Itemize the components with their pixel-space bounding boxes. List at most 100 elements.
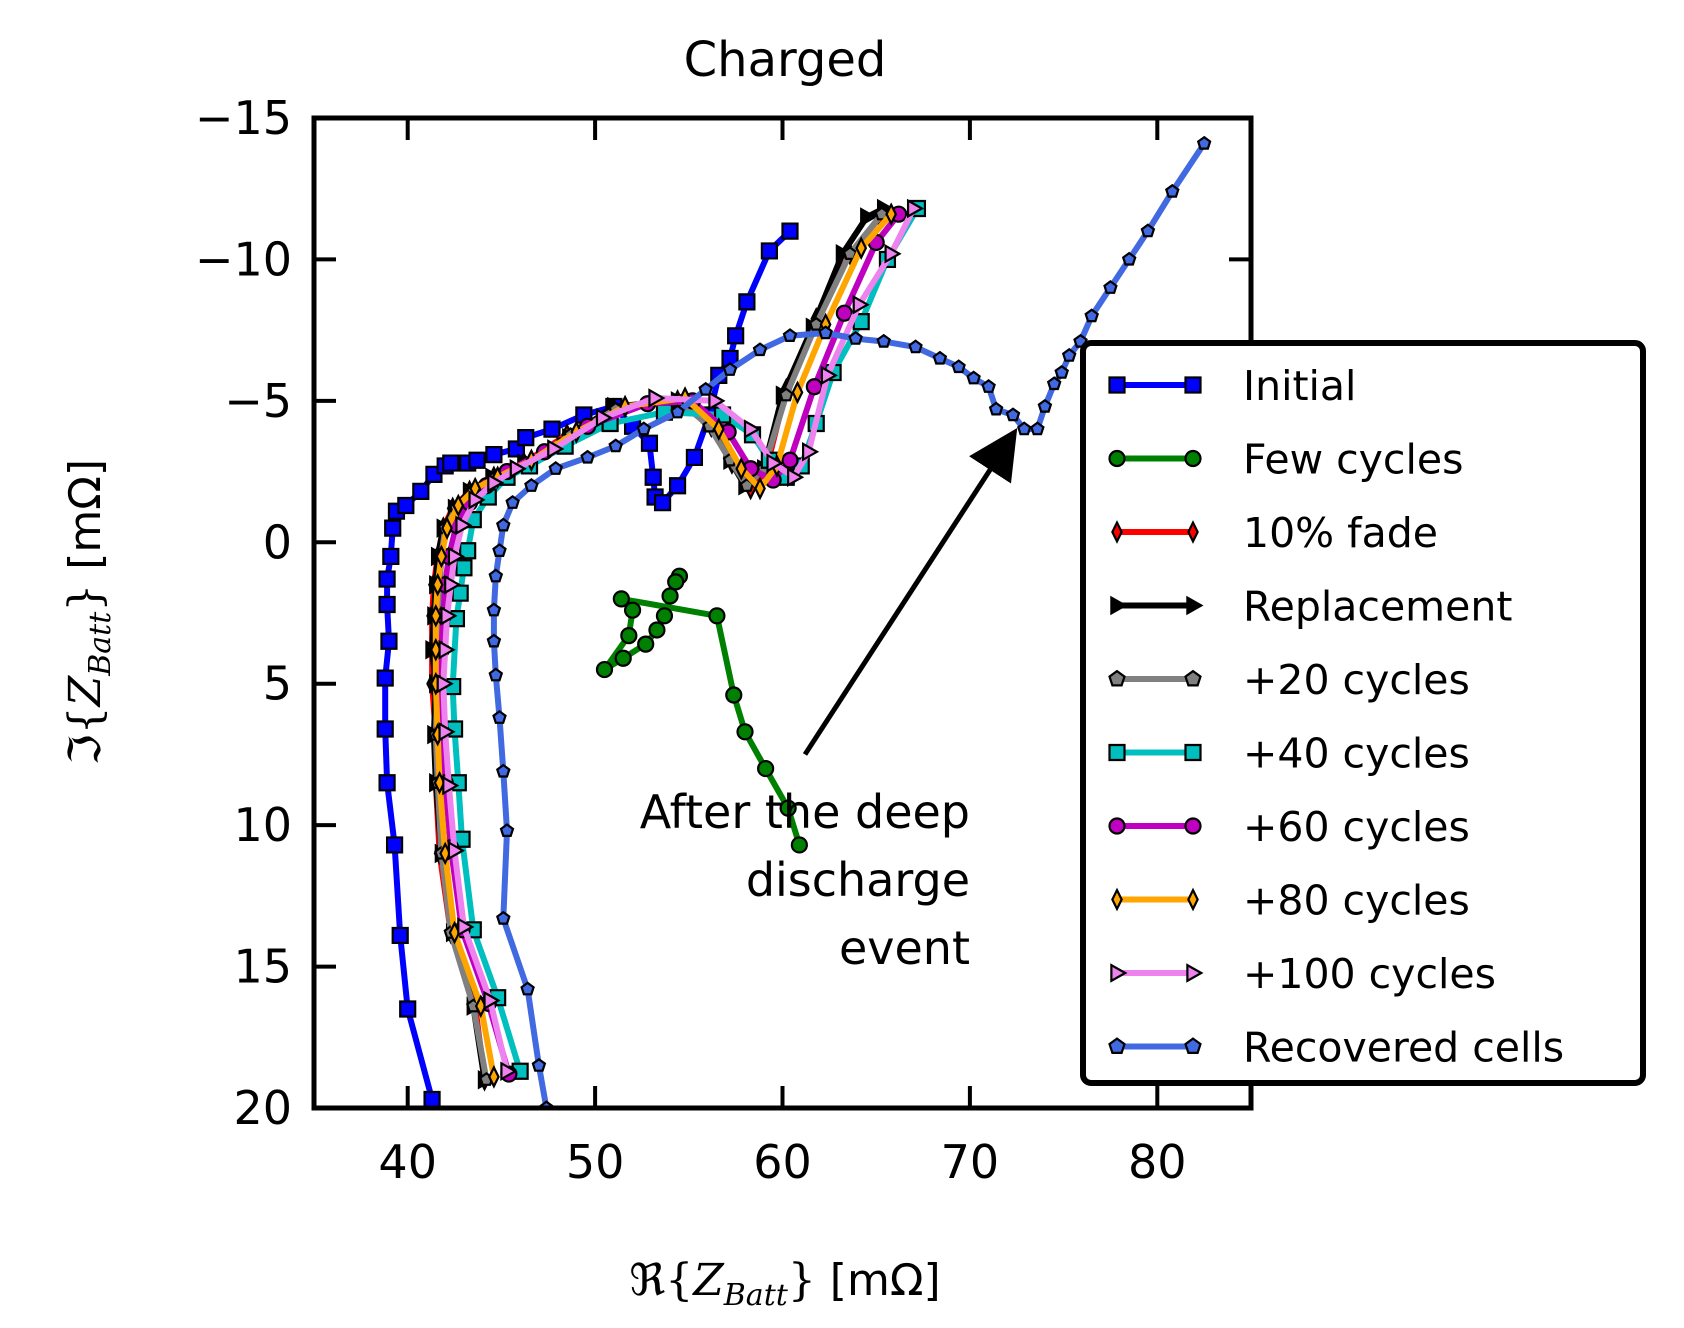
- data-point: [835, 304, 853, 322]
- data-point: [440, 606, 458, 626]
- annotation-arrow: [802, 427, 1018, 756]
- data-point: [653, 494, 672, 512]
- data-point: [382, 547, 400, 566]
- series-line: [432, 212, 894, 1078]
- data-point: [648, 388, 666, 408]
- legend-item: 10% fade: [1111, 509, 1438, 557]
- legend-marker: [1108, 743, 1126, 762]
- data-point: [457, 917, 475, 937]
- legend-marker: [1184, 449, 1202, 468]
- data-point: [451, 584, 469, 602]
- data-point: [736, 723, 754, 741]
- y-tick-label: −5: [224, 374, 292, 428]
- series--60-cycles: [430, 205, 908, 1083]
- data-point: [385, 836, 404, 854]
- data-point: [988, 401, 1004, 416]
- data-point: [1037, 398, 1053, 413]
- x-tick-label: 80: [1128, 1135, 1187, 1189]
- legend-marker: [1110, 963, 1128, 983]
- x-axis-label-prefix: ℜ: [629, 1255, 665, 1306]
- data-point: [531, 1057, 547, 1072]
- data-point: [455, 559, 473, 577]
- data-point: [487, 473, 505, 493]
- y-axis-label: ℑ{ZBatt} [mΩ]: [60, 459, 118, 765]
- legend-marker: [1184, 376, 1202, 394]
- data-point: [790, 836, 808, 854]
- data-point: [670, 404, 685, 419]
- legend-marker: [1187, 520, 1199, 544]
- data-point: [805, 378, 823, 396]
- legend-marker: [1111, 520, 1123, 544]
- data-point: [640, 434, 659, 452]
- data-point: [485, 446, 503, 464]
- data-point: [435, 544, 448, 569]
- data-point: [595, 661, 614, 679]
- data-point: [932, 350, 948, 365]
- data-point: [423, 1090, 441, 1108]
- data-point: [441, 516, 453, 540]
- data-point: [708, 607, 726, 625]
- data-point: [752, 342, 768, 357]
- data-point: [608, 438, 623, 453]
- data-point: [848, 330, 863, 345]
- data-point: [492, 710, 507, 724]
- x-axis-label: ℜ{ZBatt} [mΩ]: [629, 1255, 940, 1313]
- data-point: [496, 910, 511, 925]
- data-point: [1061, 347, 1077, 362]
- data-point: [779, 387, 794, 402]
- x-tick-label: 50: [566, 1135, 625, 1189]
- x-tick-label: 40: [378, 1135, 437, 1189]
- data-point: [496, 763, 511, 778]
- data-point: [1017, 421, 1032, 436]
- legend-marker: [1184, 743, 1202, 762]
- series-recovered-cells: [486, 135, 1212, 1108]
- data-point: [376, 720, 394, 738]
- data-point: [818, 325, 833, 340]
- data-point: [876, 333, 891, 348]
- data-point: [595, 408, 614, 428]
- data-point: [727, 327, 745, 345]
- data-point: [791, 380, 804, 405]
- y-tick-label: 0: [263, 515, 292, 569]
- legend-marker: [1186, 963, 1204, 983]
- data-point: [412, 482, 430, 500]
- data-point: [1196, 135, 1212, 150]
- data-point: [1121, 251, 1137, 266]
- data-point: [468, 451, 486, 469]
- data-point: [429, 603, 442, 628]
- data-point: [1054, 364, 1069, 379]
- series-line: [429, 205, 886, 1081]
- data-point: [698, 381, 713, 396]
- data-point: [468, 490, 486, 510]
- data-point: [820, 365, 838, 386]
- legend-marker: [1186, 595, 1204, 616]
- data-point: [906, 198, 925, 219]
- data-point: [486, 602, 502, 617]
- data-point: [636, 421, 652, 436]
- data-point: [520, 981, 535, 996]
- data-point: [743, 419, 762, 439]
- y-tick-label: −15: [195, 91, 292, 145]
- data-point: [500, 1061, 518, 1081]
- data-point: [447, 840, 466, 861]
- data-point: [488, 1065, 500, 1089]
- y-axis-label-sub: Batt: [83, 611, 118, 677]
- data-point: [860, 207, 878, 227]
- data-point: [685, 448, 704, 467]
- data-point: [384, 519, 402, 537]
- data-point: [779, 799, 797, 817]
- x-tick-label: 60: [753, 1135, 812, 1189]
- data-point: [966, 370, 981, 385]
- data-point: [496, 517, 511, 532]
- data-point: [486, 633, 502, 648]
- legend-marker: [1108, 449, 1126, 468]
- data-point: [623, 601, 642, 619]
- data-point: [1140, 223, 1156, 238]
- data-point: [488, 667, 504, 682]
- data-point: [459, 542, 477, 560]
- data-point: [1165, 183, 1180, 198]
- data-point: [766, 453, 784, 473]
- data-point: [492, 543, 507, 557]
- data-point: [781, 451, 799, 469]
- data-point: [712, 417, 725, 441]
